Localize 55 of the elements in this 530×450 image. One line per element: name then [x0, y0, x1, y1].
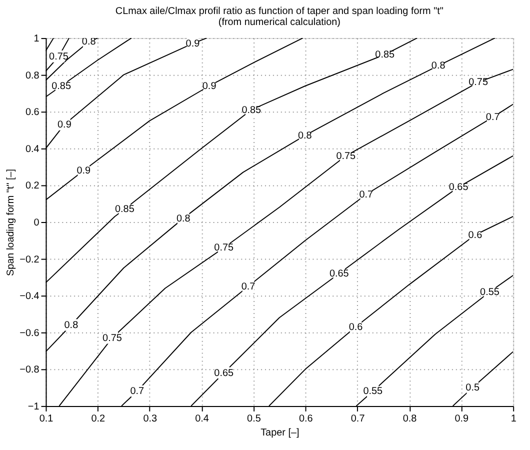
annotation: 0.6	[348, 322, 364, 333]
x-axis-title: Taper [–]	[260, 427, 300, 438]
annotation: 0.75	[468, 77, 488, 88]
y-tick-label: 0.6	[25, 107, 40, 118]
annotation: 0.8	[64, 320, 79, 331]
x-tick-label: 0.2	[91, 413, 106, 424]
annotation: 0.75	[214, 242, 234, 254]
annotation: 0.75	[336, 150, 356, 162]
x-tick-label: 0.4	[195, 413, 210, 424]
annotation: 0.65	[329, 268, 350, 280]
chart-subtitle: (from numerical calculation)	[218, 17, 340, 28]
annotation: 0.9	[58, 119, 72, 130]
annotation: 0.85	[52, 80, 72, 92]
annotation: 0.85	[242, 104, 262, 116]
y-tick-label: 0.2	[25, 180, 40, 192]
annotation: 0.7	[486, 112, 500, 124]
annotation: 0.8	[298, 130, 312, 142]
annotation: 0.9	[202, 80, 217, 92]
annotation: 0.85	[115, 204, 135, 216]
annotation: 0.55	[363, 386, 384, 398]
x-tick-label: 0.1	[39, 413, 54, 424]
annotation: 0.8	[176, 213, 191, 224]
y-axis-title: Span loading form "t" [–]	[6, 168, 17, 276]
x-tick-label: 0.3	[143, 413, 158, 424]
annotation: 0.7	[359, 189, 374, 200]
annotation: 0.9	[186, 38, 200, 50]
annotation: 0.8	[82, 36, 96, 48]
annotation: 0.65	[214, 368, 234, 379]
y-tick-label: −0.6	[20, 328, 40, 339]
x-tick-label: 0.8	[402, 413, 418, 424]
annotation: 0.75	[102, 332, 122, 344]
annotation: 0.65	[448, 182, 469, 194]
x-tick-label: 0.9	[454, 413, 470, 424]
y-tick-label: −0.2	[20, 254, 40, 266]
annotation: 0.6	[468, 230, 483, 241]
y-tick-label: −1	[28, 401, 40, 412]
x-tick-label: 0.6	[298, 413, 314, 424]
annotation: 0.7	[130, 386, 145, 398]
annotation: 0.55	[480, 286, 500, 298]
y-tick-label: 0	[34, 217, 40, 228]
y-tick-label: −0.8	[20, 364, 40, 376]
annotation: 0.7	[241, 281, 256, 292]
y-tick-label: 0.8	[25, 70, 40, 82]
annotation: 0.8	[431, 60, 446, 72]
annotation: 0.5	[466, 382, 480, 394]
x-tick-label: 1	[510, 413, 517, 424]
y-tick-label: 0.4	[25, 144, 40, 155]
annotation: 0.9	[76, 165, 92, 176]
y-tick-label: 1	[34, 34, 40, 45]
chart-title: CLmax aile/Clmax profil ratio as function of taper and span loading form "t"	[115, 6, 444, 18]
y-tick-label: −0.4	[20, 291, 40, 302]
annotation: 0.75	[49, 51, 69, 62]
x-tick-label: 0.7	[350, 413, 366, 424]
x-tick-label: 0.5	[247, 413, 262, 424]
annotation: 0.85	[375, 50, 395, 61]
